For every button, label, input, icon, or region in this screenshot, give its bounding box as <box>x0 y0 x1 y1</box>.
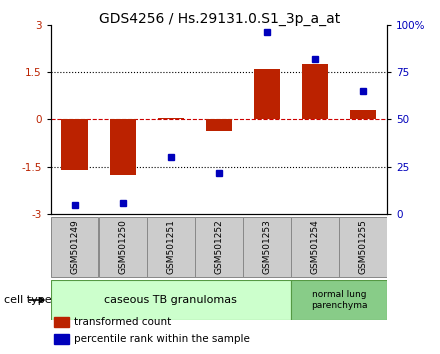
FancyBboxPatch shape <box>243 217 291 277</box>
Text: GDS4256 / Hs.29131.0.S1_3p_a_at: GDS4256 / Hs.29131.0.S1_3p_a_at <box>99 12 341 27</box>
FancyBboxPatch shape <box>339 217 387 277</box>
FancyBboxPatch shape <box>51 280 291 320</box>
Text: caseous TB granulomas: caseous TB granulomas <box>104 295 237 305</box>
FancyBboxPatch shape <box>195 217 243 277</box>
FancyBboxPatch shape <box>291 280 387 320</box>
Text: GSM501255: GSM501255 <box>359 219 368 274</box>
Text: GSM501252: GSM501252 <box>214 219 224 274</box>
Bar <box>54 317 69 327</box>
Text: percentile rank within the sample: percentile rank within the sample <box>74 335 250 344</box>
Bar <box>62 119 88 170</box>
FancyBboxPatch shape <box>147 217 194 277</box>
Text: normal lung
parenchyma: normal lung parenchyma <box>311 290 367 310</box>
Bar <box>54 334 69 344</box>
Text: GSM501254: GSM501254 <box>311 219 319 274</box>
Text: GSM501253: GSM501253 <box>263 219 271 274</box>
Bar <box>302 64 328 119</box>
FancyBboxPatch shape <box>99 217 147 277</box>
Text: GSM501251: GSM501251 <box>166 219 175 274</box>
FancyBboxPatch shape <box>291 217 339 277</box>
Text: GSM501250: GSM501250 <box>118 219 127 274</box>
Text: cell type: cell type <box>4 295 52 305</box>
Bar <box>350 110 376 119</box>
FancyBboxPatch shape <box>51 217 99 277</box>
Bar <box>110 119 136 175</box>
Bar <box>254 69 280 119</box>
Bar <box>205 119 232 131</box>
Bar <box>158 118 184 119</box>
Text: GSM501249: GSM501249 <box>70 219 79 274</box>
Text: transformed count: transformed count <box>74 317 172 327</box>
